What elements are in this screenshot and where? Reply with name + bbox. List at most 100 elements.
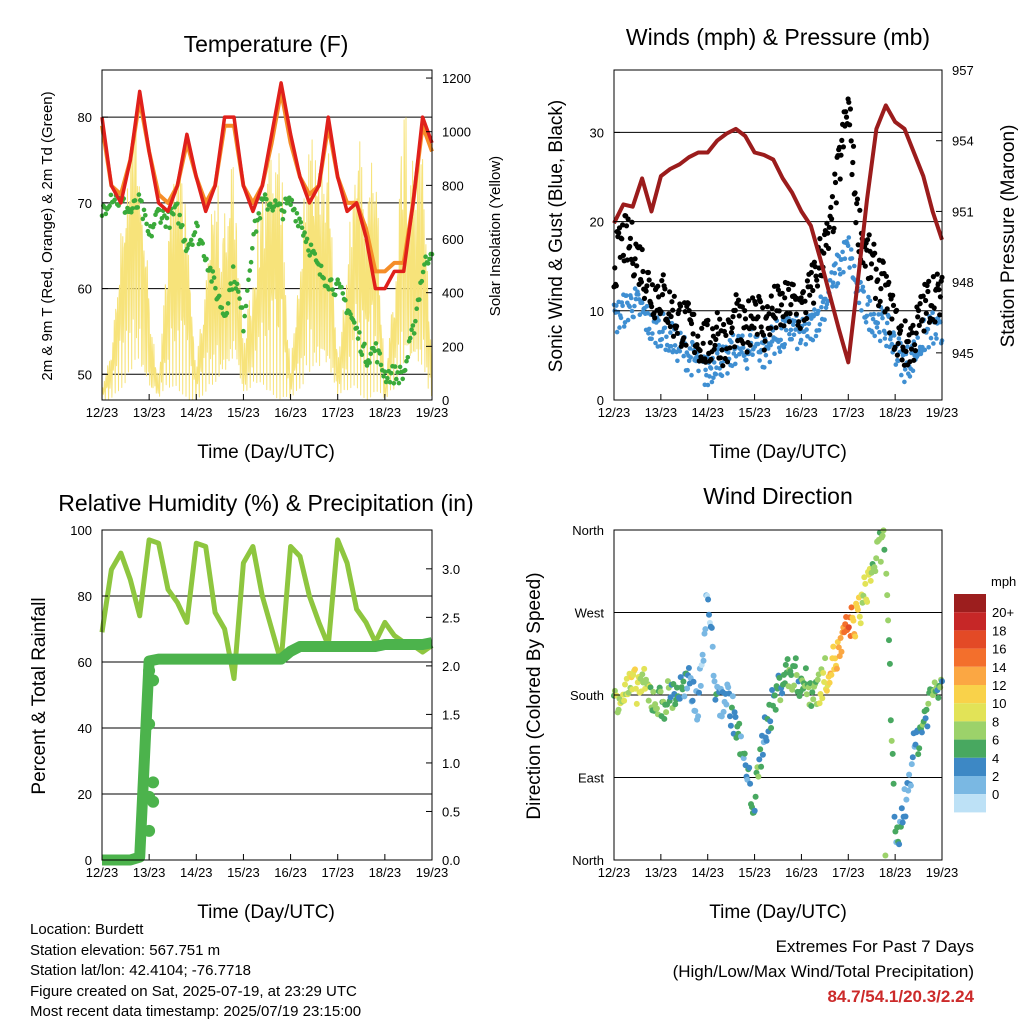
gust-point: [817, 236, 823, 242]
wind-point: [776, 345, 782, 351]
gust-point: [862, 263, 868, 269]
direction-point: [706, 611, 712, 618]
gust-point: [685, 300, 692, 307]
direction-point: [664, 678, 671, 685]
direction-point: [709, 643, 716, 650]
direction-point: [906, 771, 913, 778]
colorbar-swatch: [954, 648, 986, 667]
gust-point: [652, 315, 658, 321]
humidity-ytick-label: 80: [78, 589, 92, 604]
direction-point: [674, 684, 680, 691]
gust-point: [729, 325, 735, 331]
gust-point: [762, 338, 768, 344]
gust-point: [825, 230, 831, 236]
gust-point: [832, 171, 838, 177]
wind-point: [681, 353, 686, 359]
dewpoint-point: [250, 246, 255, 251]
wind-point: [813, 333, 819, 339]
gust-point: [715, 331, 721, 337]
winds-y2tick-label: 951: [952, 204, 974, 219]
direction-point: [810, 696, 817, 703]
colorbar-label: 0: [992, 787, 999, 802]
dewpoint-point: [144, 221, 149, 227]
dewpoint-point: [278, 201, 283, 207]
wind-point: [632, 303, 637, 309]
wind-point: [668, 330, 673, 335]
gust-point: [920, 293, 926, 299]
direction-point: [896, 841, 903, 848]
gust-point: [883, 273, 890, 279]
gust-point: [659, 278, 665, 284]
gust-point: [720, 363, 726, 369]
wind-point: [755, 341, 761, 347]
dewpoint-point: [343, 297, 348, 303]
wind-point: [624, 293, 629, 298]
wind-point: [736, 333, 741, 339]
wind-point: [902, 379, 907, 385]
colorbar-swatch: [954, 757, 986, 776]
wind-point: [880, 315, 885, 321]
temperature-ytick-label: 60: [78, 282, 92, 297]
gust-point: [768, 293, 774, 299]
dewpoint-point: [239, 305, 245, 310]
humidity-panel: Relative Humidity (%) & Precipitation (i…: [29, 490, 474, 923]
temp-2m-line: [100, 81, 434, 291]
temperature-ytick-label: 50: [78, 367, 92, 382]
gust-point: [811, 300, 817, 306]
temperature-xtick-label: 15/23: [227, 405, 260, 420]
gust-point: [903, 348, 909, 354]
direction-point: [705, 596, 712, 603]
dewpoint-point: [339, 284, 344, 290]
wind-point: [849, 256, 855, 261]
gust-point: [926, 278, 932, 284]
winds-ytick-label: 20: [590, 215, 604, 230]
wind-point: [910, 368, 916, 374]
direction-point: [822, 655, 829, 662]
dewpoint-point: [387, 379, 393, 385]
direction-point: [838, 648, 845, 655]
wind-point: [845, 243, 851, 249]
gust-point: [908, 346, 915, 352]
direction-point: [915, 751, 922, 758]
gust-point: [659, 292, 666, 298]
dewpoint-point: [383, 379, 389, 385]
dewpoint-point: [204, 256, 209, 262]
direction-point: [621, 697, 628, 704]
winds-y2tick-label: 957: [952, 63, 974, 78]
dewpoint-point: [419, 278, 425, 284]
dewpoint-point: [329, 277, 334, 282]
gust-point: [884, 306, 890, 312]
wind-point: [806, 321, 812, 327]
rh-line: [99, 537, 434, 681]
gust-point: [710, 326, 716, 332]
direction-point: [696, 689, 702, 696]
wind-point: [803, 342, 809, 347]
wind-point: [871, 311, 877, 317]
wind-point: [750, 352, 755, 358]
dewpoint-point: [409, 327, 414, 333]
wind-point: [778, 337, 783, 343]
dewpoint-point: [382, 369, 388, 375]
wind-point: [865, 302, 870, 307]
temperature-ytick-label: 80: [78, 110, 92, 125]
direction-point: [856, 613, 863, 620]
temperature-panel: Temperature (F) Time (Day/UTC) 2m & 9m T…: [39, 31, 504, 463]
wind-point: [922, 347, 928, 353]
dewpoint-point: [141, 207, 147, 213]
gust-point: [708, 356, 714, 362]
colorbar-swatch: [954, 721, 986, 740]
dewpoint-point: [414, 306, 420, 312]
direction-point: [685, 665, 692, 671]
gust-point: [788, 302, 794, 308]
gust-point: [803, 310, 809, 316]
direction-point: [768, 725, 775, 731]
wind-point: [708, 366, 714, 371]
direction-point: [746, 764, 753, 771]
precip-point: [147, 776, 160, 789]
wind-point: [867, 298, 873, 304]
wind-point: [789, 336, 794, 342]
gust-point: [698, 354, 704, 360]
temperature-frame: [101, 69, 433, 401]
dewpoint-point: [288, 202, 293, 207]
gust-point: [732, 344, 738, 350]
